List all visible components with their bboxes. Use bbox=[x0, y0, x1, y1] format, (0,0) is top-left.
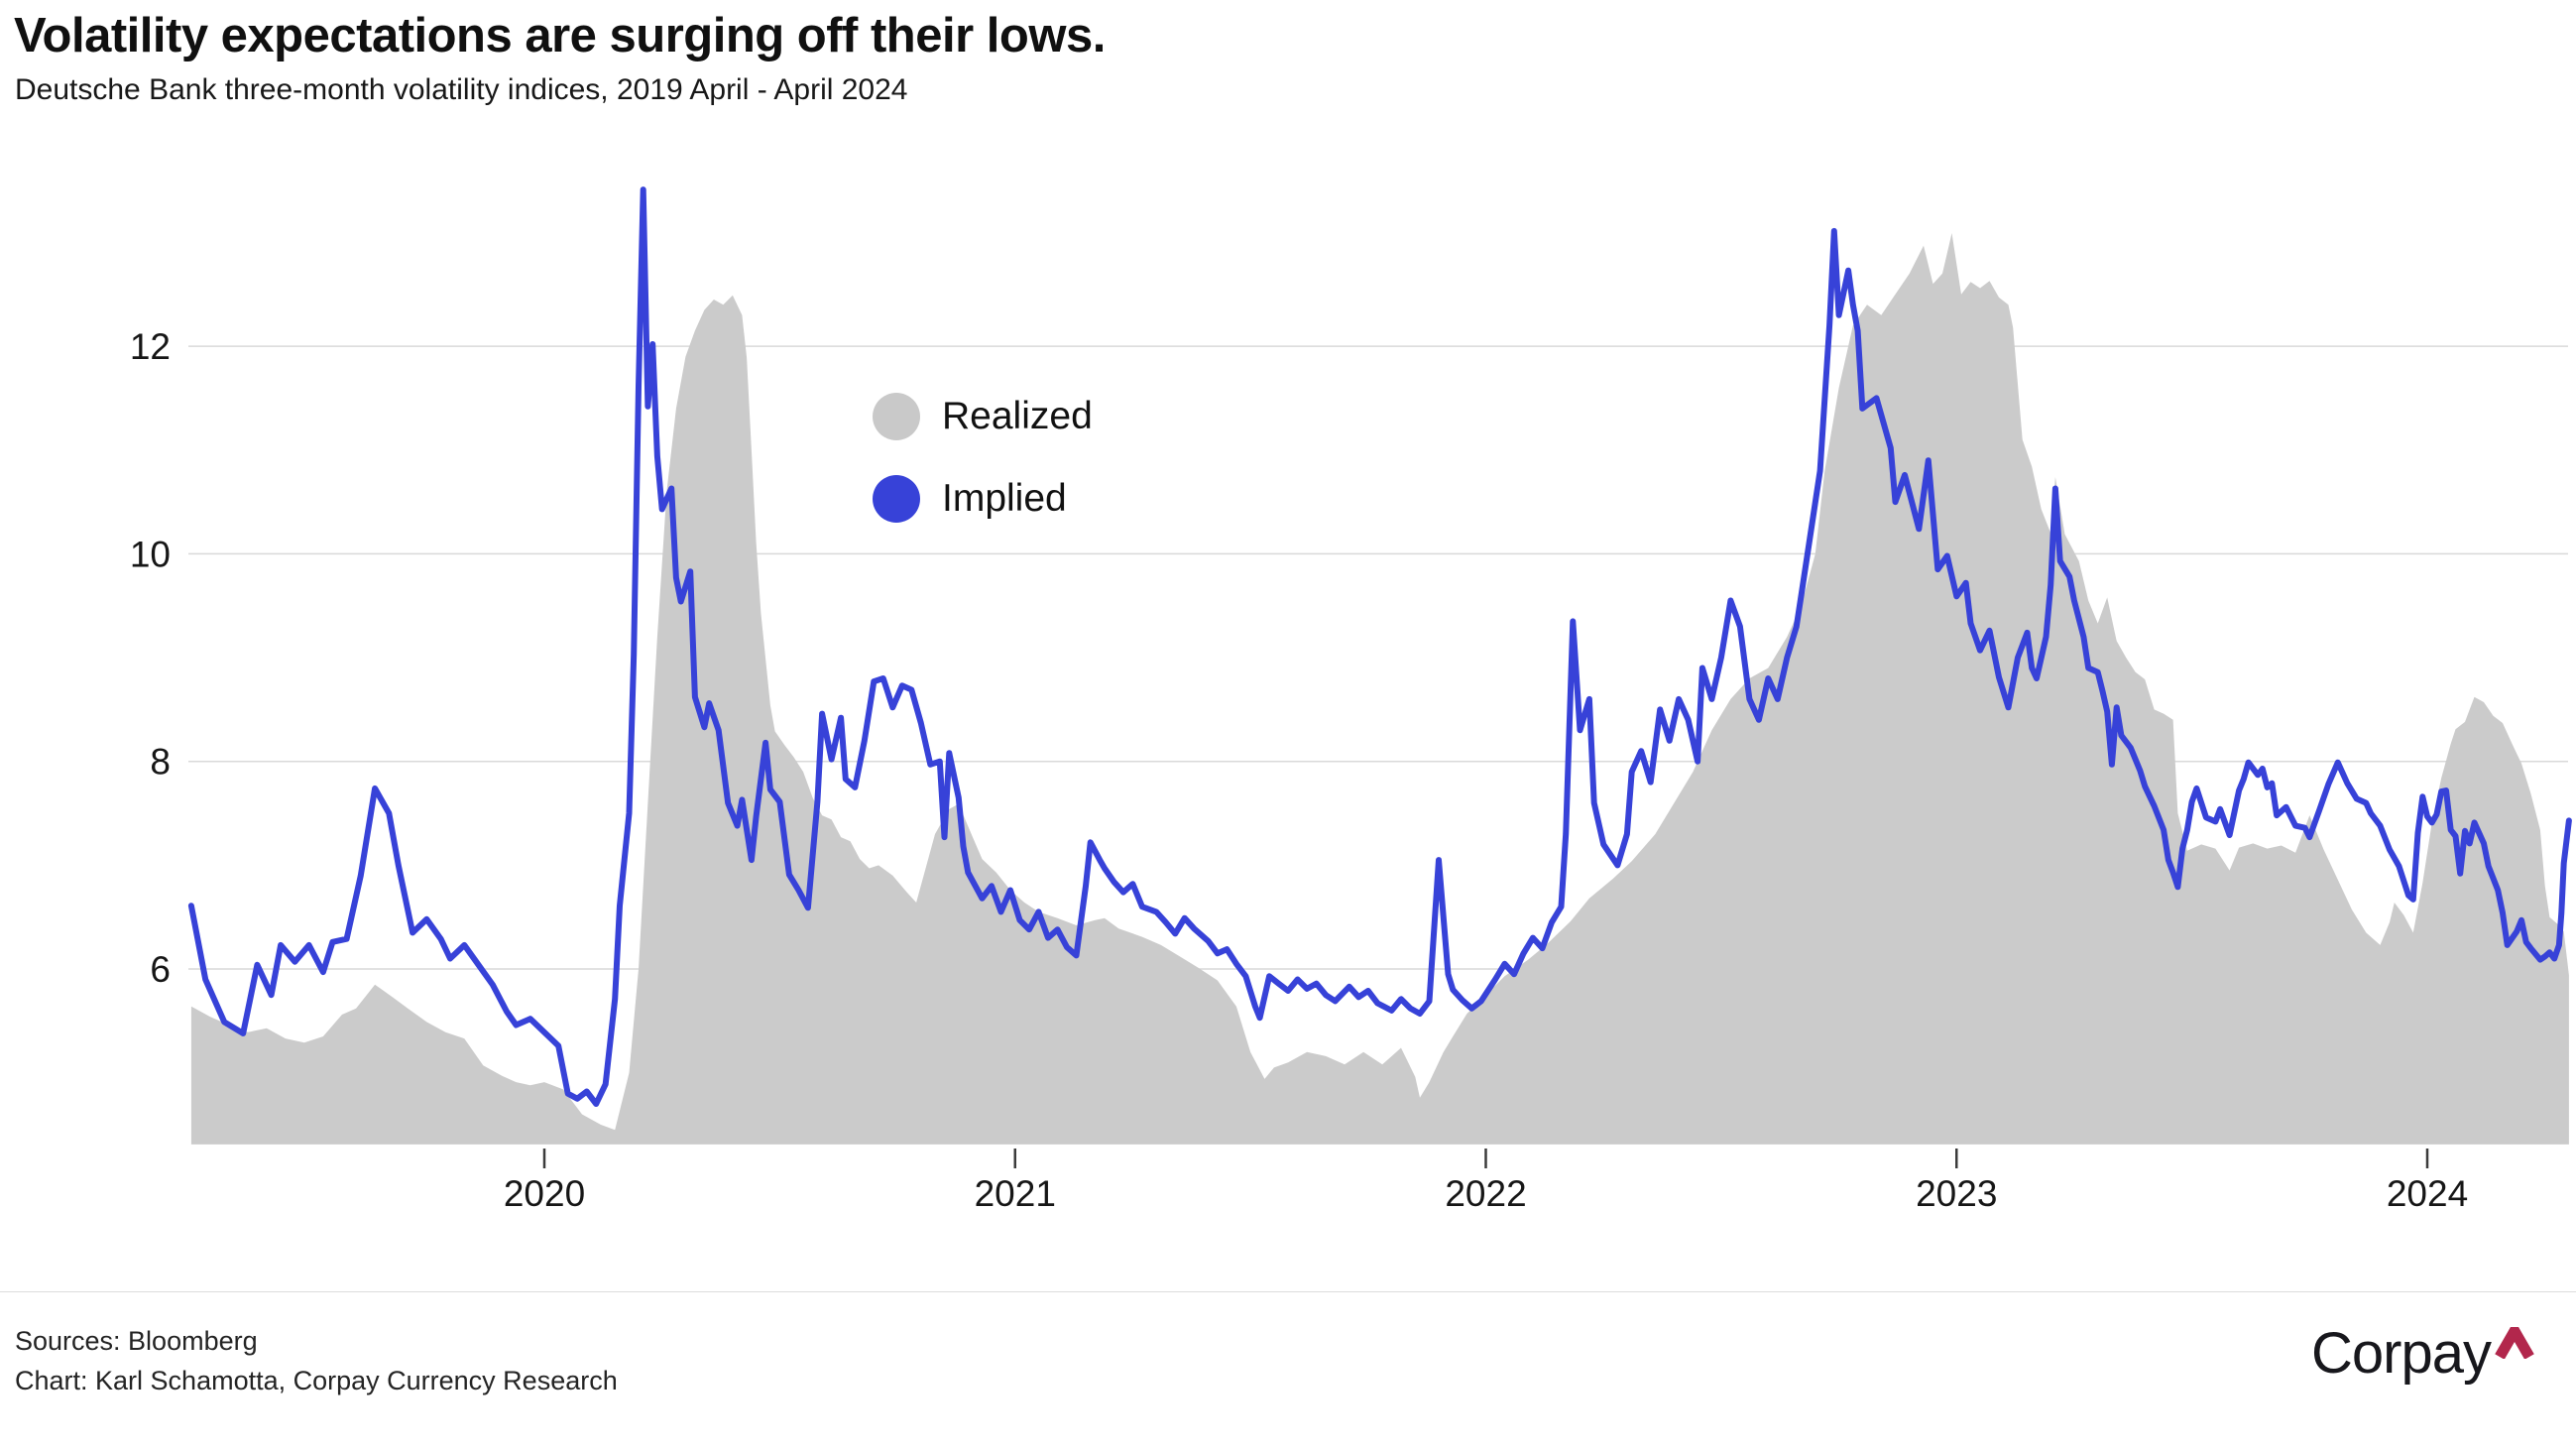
legend-item-realized: Realized bbox=[873, 391, 1093, 442]
corpay-logo-text: Corpay bbox=[2311, 1321, 2492, 1386]
legend-label-implied: Implied bbox=[942, 477, 1067, 520]
footer-divider bbox=[0, 1291, 2576, 1292]
implied-line bbox=[187, 186, 2572, 1107]
implied-swatch-icon bbox=[873, 475, 920, 523]
x-axis-label-2024: 2024 bbox=[2387, 1173, 2468, 1214]
chart-legend: Realized Implied bbox=[873, 391, 1093, 555]
realized-swatch-icon bbox=[873, 393, 920, 440]
legend-label-realized: Realized bbox=[942, 395, 1093, 437]
x-axis-label-2022: 2022 bbox=[1445, 1173, 1526, 1214]
y-axis-label-10: 10 bbox=[130, 534, 171, 574]
sources-line: Sources: Bloomberg bbox=[15, 1326, 258, 1356]
corpay-caret-icon bbox=[2495, 1327, 2534, 1359]
page-title: Volatility expectations are surging off … bbox=[14, 9, 1106, 62]
y-axis-label-12: 12 bbox=[130, 326, 171, 367]
realized-area bbox=[190, 233, 2569, 1145]
credit-line: Chart: Karl Schamotta, Corpay Currency R… bbox=[15, 1366, 618, 1395]
x-axis-label-2023: 2023 bbox=[1916, 1173, 1997, 1214]
legend-item-implied: Implied bbox=[873, 473, 1093, 525]
footer-credits: Sources: Bloomberg Chart: Karl Schamotta… bbox=[15, 1321, 618, 1400]
x-axis-label-2021: 2021 bbox=[975, 1173, 1056, 1214]
y-axis-label-6: 6 bbox=[150, 949, 171, 990]
x-axis-label-2020: 2020 bbox=[504, 1173, 585, 1214]
y-axis-label-8: 8 bbox=[150, 742, 171, 783]
page-subtitle: Deutsche Bank three-month volatility ind… bbox=[15, 73, 908, 106]
corpay-logo: Corpay bbox=[2311, 1325, 2534, 1383]
